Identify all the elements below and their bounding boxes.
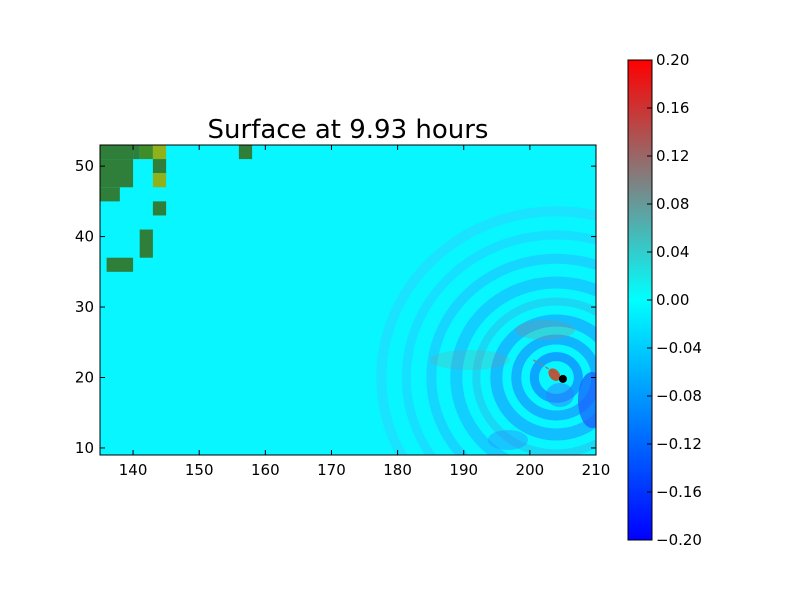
- colorbar-tick-label: −0.08: [656, 387, 702, 405]
- land-cell: [100, 187, 120, 202]
- surface-base-tint: [100, 145, 596, 455]
- land-cell: [152, 173, 167, 188]
- wave-ripples: [376, 206, 596, 455]
- land-cell: [100, 145, 134, 160]
- ripple-ring: [426, 253, 596, 455]
- x-tick-label: 180: [383, 461, 412, 479]
- land-cell: [100, 159, 134, 188]
- x-tick-label: 190: [449, 461, 478, 479]
- depression-patch: [546, 383, 574, 407]
- x-tick-label: 200: [516, 461, 545, 479]
- y-tick-label: 10: [75, 439, 94, 457]
- colorbar-tick-label: 0.20: [656, 51, 689, 69]
- colorbar-tick-label: 0.08: [656, 195, 689, 213]
- colorbar-tick-label: 0.16: [656, 99, 689, 117]
- x-tick-label: 210: [582, 461, 611, 479]
- colorbar-tick-label: −0.16: [656, 483, 702, 501]
- x-tick-label: 170: [317, 461, 346, 479]
- y-tick-label: 50: [75, 157, 94, 175]
- elevation-patch: [430, 350, 510, 370]
- colorbar-tick-label: 0.04: [656, 243, 689, 261]
- x-axis: 140 150 160 170 180 190 200 210: [119, 145, 611, 479]
- x-tick-label: 150: [185, 461, 214, 479]
- elevation-patch: [515, 320, 575, 340]
- land-cell: [139, 229, 153, 258]
- ripple-ring: [376, 206, 596, 455]
- colorbar-tick-label: −0.20: [656, 531, 702, 549]
- colorbar-tick-label: 0.12: [656, 147, 689, 165]
- ripple-ring: [490, 314, 596, 441]
- land-cell: [152, 201, 167, 216]
- y-tick-label: 40: [75, 228, 94, 246]
- surge-patch: [548, 368, 561, 381]
- x-tick-label: 140: [119, 461, 148, 479]
- ripple-ring: [401, 230, 596, 455]
- colorbar-axis: 0.20 0.16 0.12 0.08 0.04 0.00 −0.04 −0.08 −0.12 −…: [647, 51, 702, 549]
- ripple-ring: [472, 297, 596, 455]
- storm-marker: [558, 374, 567, 383]
- colorbar-tick-label: 0.00: [656, 291, 689, 309]
- chart-title: Surface at 9.93 hours: [208, 115, 489, 145]
- colorbar-tick-label: −0.12: [656, 435, 702, 453]
- surface-background: [100, 145, 596, 455]
- storm-track: [532, 359, 567, 383]
- depression-patch: [578, 372, 596, 428]
- land-cell: [106, 257, 134, 272]
- land-cells: [100, 145, 253, 272]
- ripple-ring: [511, 334, 596, 421]
- y-axis: 10 20 30 40 50: [75, 157, 596, 457]
- y-tick-label: 20: [75, 369, 94, 387]
- plot-area: [100, 145, 596, 455]
- colorbar-tick-label: −0.04: [656, 339, 702, 357]
- land-cell: [152, 145, 167, 160]
- land-cell: [139, 145, 153, 160]
- depression-patch: [488, 430, 528, 450]
- plot-frame: [99, 144, 597, 456]
- land-cell: [152, 159, 167, 174]
- land-cell: [238, 145, 253, 160]
- ripple-ring: [450, 276, 596, 455]
- land-cell: [133, 145, 140, 160]
- x-tick-label: 160: [251, 461, 280, 479]
- y-tick-label: 30: [75, 298, 94, 316]
